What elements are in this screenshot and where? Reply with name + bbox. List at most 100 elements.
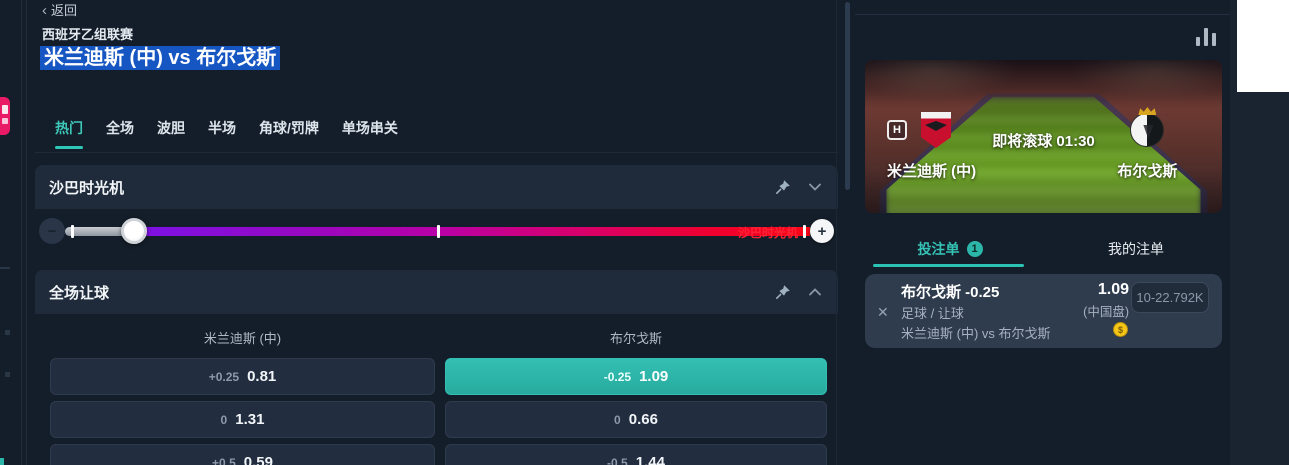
tab-correct-score[interactable]: 波胆 xyxy=(157,112,185,152)
panel-top-divider xyxy=(855,14,1237,15)
match-banner-overlay: H 米兰迪斯 (中) 即将滚球 01:30 布尔戈斯 xyxy=(865,60,1222,213)
tab-my-bets[interactable]: 我的注单 xyxy=(1050,236,1222,262)
slider-thumb[interactable] xyxy=(121,218,147,244)
slider-label: 沙巴时光机 xyxy=(737,226,798,240)
home-team-crest-icon xyxy=(921,112,951,148)
slider-track-past[interactable] xyxy=(65,227,134,236)
odds-value: 0.59 xyxy=(243,454,273,465)
left-guide-line xyxy=(21,0,22,465)
column-header-away: 布尔戈斯 xyxy=(609,331,662,346)
left-tick xyxy=(5,372,10,377)
slider-tick xyxy=(71,225,74,238)
panel-divider xyxy=(836,0,837,465)
match-title: 米兰迪斯 (中) vs 布尔戈斯 xyxy=(40,44,281,72)
column-header-home: 米兰迪斯 (中) xyxy=(203,331,282,346)
tab-corners-cards[interactable]: 角球/罚牌 xyxy=(259,112,319,152)
bet-odds-type: (中国盘) xyxy=(1083,305,1129,319)
odds-value: 0.81 xyxy=(247,368,277,385)
left-tick xyxy=(5,330,10,335)
home-team-block: H 米兰迪斯 (中) xyxy=(887,108,992,213)
away-team-crest-icon xyxy=(1130,107,1165,147)
handicap-value: +0.5 xyxy=(212,455,236,465)
tab-single-parlay[interactable]: 单场串关 xyxy=(342,112,398,152)
betslip-item: ✕ 布尔戈斯 -0.25 足球 / 让球 米兰迪斯 (中) vs 布尔戈斯 1.… xyxy=(865,274,1222,348)
handicap-value: 0 xyxy=(614,412,621,427)
time-machine-header: 沙巴时光机 xyxy=(35,165,838,209)
odds-button-away-minus025-selected[interactable]: -0.25 1.09 xyxy=(445,358,827,395)
match-banner[interactable]: H 米兰迪斯 (中) 即将滚球 01:30 布尔戈斯 xyxy=(865,60,1222,213)
odds-value: 1.44 xyxy=(635,454,665,465)
right-edge-popup xyxy=(1237,0,1289,92)
tab-halftime[interactable]: 半场 xyxy=(208,112,236,152)
stake-input[interactable] xyxy=(1131,282,1209,313)
handicap-value: +0.25 xyxy=(208,369,240,384)
active-tab-indicator xyxy=(873,264,1024,267)
section-title: 全场让球 xyxy=(49,284,110,302)
promo-icon xyxy=(2,118,8,124)
pin-icon[interactable] xyxy=(774,178,792,196)
home-team-name: 米兰迪斯 (中) xyxy=(887,163,977,180)
odds-value: 1.09 xyxy=(639,368,669,385)
scrollbar-thumb[interactable] xyxy=(845,2,850,190)
time-machine-slider: − 沙巴时光机 + xyxy=(35,210,838,258)
slider-tick xyxy=(437,225,440,238)
odds-button-away-minus05[interactable]: -0.5 1.44 xyxy=(445,444,827,465)
pin-icon[interactable] xyxy=(774,283,792,301)
tab-label: 角球/罚牌 xyxy=(259,120,319,136)
bet-match: 米兰迪斯 (中) vs 布尔戈斯 xyxy=(901,326,1051,341)
bet-market: 足球 / 让球 xyxy=(901,306,964,321)
bar-chart-icon[interactable] xyxy=(1196,26,1220,46)
away-team-name: 布尔戈斯 xyxy=(1117,163,1178,180)
back-chevron-icon: ‹ xyxy=(42,2,47,19)
tab-label: 我的注单 xyxy=(1108,241,1164,257)
betslip-count-badge: 1 xyxy=(966,241,983,257)
promo-tag[interactable] xyxy=(0,97,10,135)
odds-button-home-0[interactable]: 0 1.31 xyxy=(50,401,435,438)
tab-label: 波胆 xyxy=(157,120,185,136)
close-icon[interactable]: ✕ xyxy=(877,304,889,320)
left-tick xyxy=(0,267,10,269)
odds-button-home-plus025[interactable]: +0.25 0.81 xyxy=(50,358,435,395)
active-tab-indicator xyxy=(55,146,83,149)
league-name: 西班牙乙组联赛 xyxy=(42,27,134,42)
match-detail-panel: ‹ 返回 西班牙乙组联赛 米兰迪斯 (中) vs 布尔戈斯 热门 全场 波胆 半场… xyxy=(35,0,838,465)
handicap-value: -0.5 xyxy=(607,455,628,465)
tab-label: 单场串关 xyxy=(341,120,398,136)
match-title-text: 米兰迪斯 (中) vs 布尔戈斯 xyxy=(40,46,281,70)
slider-tick xyxy=(803,225,806,238)
left-guide-line xyxy=(26,0,27,465)
odds-value: 0.66 xyxy=(628,411,658,428)
section-title: 沙巴时光机 xyxy=(49,179,125,197)
corner-accent xyxy=(0,458,4,465)
home-badge: H xyxy=(887,120,907,140)
chevron-up-icon[interactable] xyxy=(806,283,824,301)
promo-icon xyxy=(2,105,8,114)
betslip-panel: H 米兰迪斯 (中) 即将滚球 01:30 布尔戈斯 投注单 1 我的注单 xyxy=(855,0,1237,465)
bet-odds: 1.09 xyxy=(1097,281,1129,298)
coin-icon[interactable]: $ xyxy=(1113,322,1128,337)
slider-track-gradient[interactable] xyxy=(134,227,810,236)
chevron-down-icon[interactable] xyxy=(806,178,824,196)
odds-value: 1.31 xyxy=(235,411,265,428)
away-team-block: 布尔戈斯 xyxy=(1095,107,1200,213)
back-button[interactable]: ‹ 返回 xyxy=(42,0,77,19)
tab-label: 半场 xyxy=(208,120,236,136)
handicap-header: 全场让球 xyxy=(35,270,838,314)
tab-hot[interactable]: 热门 xyxy=(55,112,83,152)
tab-betslip[interactable]: 投注单 1 xyxy=(865,236,1035,262)
bet-selection: 布尔戈斯 -0.25 xyxy=(901,284,1000,301)
slider-plus-button[interactable]: + xyxy=(810,219,834,243)
tab-fulltime[interactable]: 全场 xyxy=(106,112,134,152)
odds-button-home-plus05[interactable]: +0.5 0.59 xyxy=(50,444,435,465)
odds-button-away-0[interactable]: 0 0.66 xyxy=(445,401,827,438)
match-status: 即将滚球 01:30 xyxy=(992,133,1095,150)
handicap-value: 0 xyxy=(220,412,228,427)
slider-minus-button[interactable]: − xyxy=(39,218,65,244)
back-label: 返回 xyxy=(51,3,78,18)
tab-label: 投注单 xyxy=(917,241,960,257)
tab-label: 热门 xyxy=(55,120,83,136)
handicap-value: -0.25 xyxy=(603,369,632,384)
tab-label: 全场 xyxy=(106,120,134,136)
market-tabs: 热门 全场 波胆 半场 角球/罚牌 单场串关 xyxy=(35,112,838,153)
